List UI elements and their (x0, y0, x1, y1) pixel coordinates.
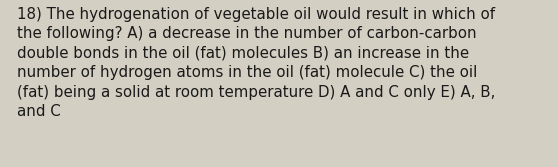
Text: 18) The hydrogenation of vegetable oil would result in which of
the following? A: 18) The hydrogenation of vegetable oil w… (17, 7, 495, 119)
